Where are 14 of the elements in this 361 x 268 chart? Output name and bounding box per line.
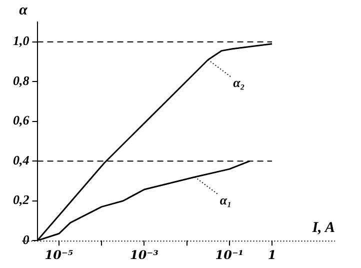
x-tick-label: 10⁻⁵ <box>44 248 74 262</box>
x-tick-label: 1 <box>268 248 276 262</box>
x-axis-title: I, A <box>311 220 335 236</box>
annotation: α₂ <box>233 75 245 90</box>
x-tick-label: 10⁻³ <box>130 248 158 262</box>
annotation: α₁ <box>220 192 232 208</box>
y-tick-label: 1,0 <box>13 33 30 48</box>
y-tick-label: 0,4 <box>13 152 30 168</box>
y-tick-label: 0,6 <box>13 112 30 128</box>
x-tick-label: 10⁻¹ <box>215 248 244 262</box>
y-tick-label: 0 <box>22 232 30 247</box>
y-axis-title: α <box>19 2 28 18</box>
y-tick-label: 0,2 <box>13 192 30 208</box>
y-tick-label: 0,8 <box>13 72 30 88</box>
